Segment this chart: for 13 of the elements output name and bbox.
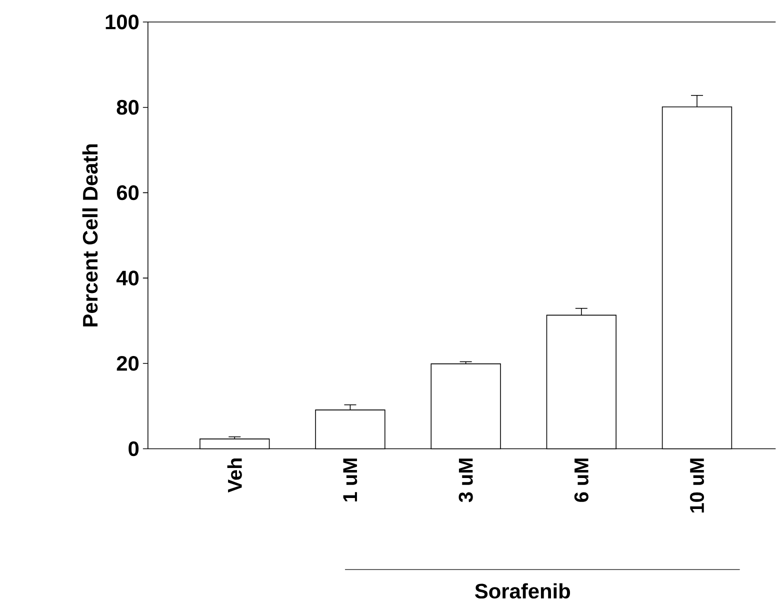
x-tick-label: 1 uM — [343, 458, 358, 502]
text: Sorafenib — [475, 583, 570, 599]
x-tick-label: 3 uM — [458, 458, 473, 502]
y-axis-title: Percent Cell Death — [82, 144, 98, 327]
y-tick-label: 40 — [116, 270, 139, 286]
y-tick-label: 60 — [116, 185, 139, 200]
x-tick-label: 10 uM — [690, 458, 704, 513]
y-tick-label: 100 — [106, 14, 139, 30]
x-tick-label: 6 uM — [574, 458, 588, 502]
x-tick-label: Veh — [227, 458, 242, 493]
y-tick-label: 20 — [116, 356, 139, 371]
y-tick-label: 0 — [128, 442, 139, 456]
y-tick-label: 80 — [116, 100, 139, 115]
